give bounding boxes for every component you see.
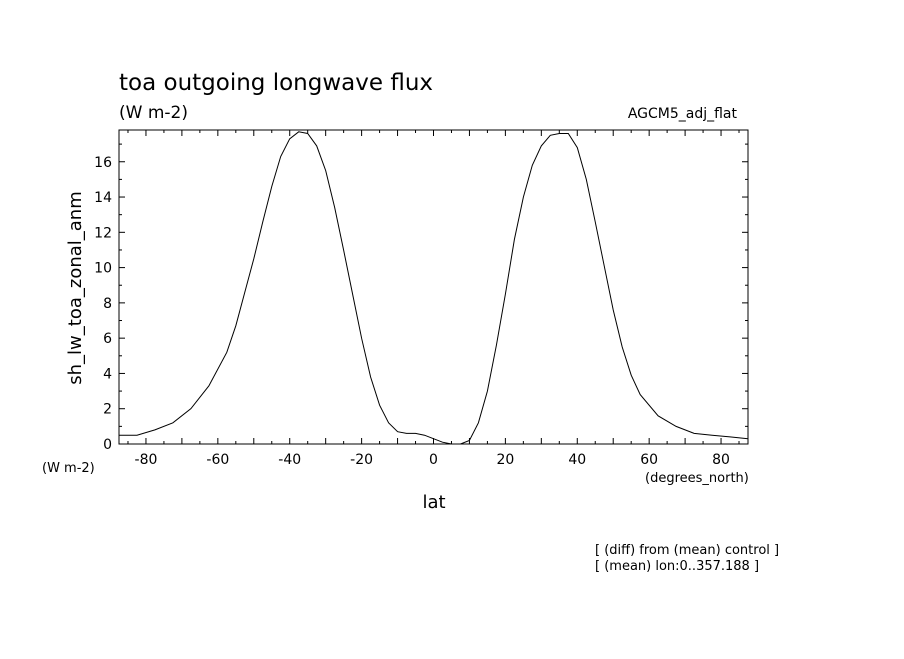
x-units-label: (degrees_north) [645, 471, 749, 486]
y-tick-label: 8 [103, 296, 112, 312]
series-line [119, 131, 749, 445]
y-tick-label: 0 [103, 437, 112, 453]
x-axis-label: lat [422, 492, 445, 513]
axis-ticks [119, 130, 748, 444]
chart-title: toa outgoing longwave flux [119, 70, 433, 96]
y-tick-label: 12 [94, 225, 112, 241]
note-diff: [ (diff) from (mean) control ] [595, 543, 779, 558]
y-axis-label: sh_lw_toa_zonal_anm [65, 191, 86, 384]
y-units-label: (W m-2) [42, 461, 95, 476]
y-tick-label: 4 [103, 366, 112, 382]
x-tick-label: -40 [278, 452, 301, 468]
x-tick-labels: -80 -60 -40 -20 0 20 40 60 80 [135, 452, 730, 468]
x-tick-label: 80 [712, 452, 730, 468]
dataset-label: AGCM5_adj_flat [628, 106, 738, 122]
x-tick-label: 20 [496, 452, 514, 468]
x-tick-label: -60 [206, 452, 229, 468]
y-tick-label: 14 [94, 190, 112, 206]
x-tick-label: -80 [135, 452, 158, 468]
y-tick-label: 2 [103, 402, 112, 418]
y-tick-label: 6 [103, 331, 112, 347]
y-tick-label: 16 [94, 155, 112, 171]
y-tick-labels: 0 2 4 6 8 10 12 14 16 [94, 155, 112, 453]
x-tick-label: 0 [429, 452, 438, 468]
x-tick-label: 60 [640, 452, 658, 468]
x-tick-label: -20 [350, 452, 373, 468]
y-tick-label: 10 [94, 261, 112, 277]
plot-frame [118, 129, 749, 445]
x-tick-label: 40 [568, 452, 586, 468]
note-mean-lon: [ (mean) lon:0..357.188 ] [595, 559, 759, 574]
chart-units-subtitle: (W m-2) [119, 103, 188, 123]
